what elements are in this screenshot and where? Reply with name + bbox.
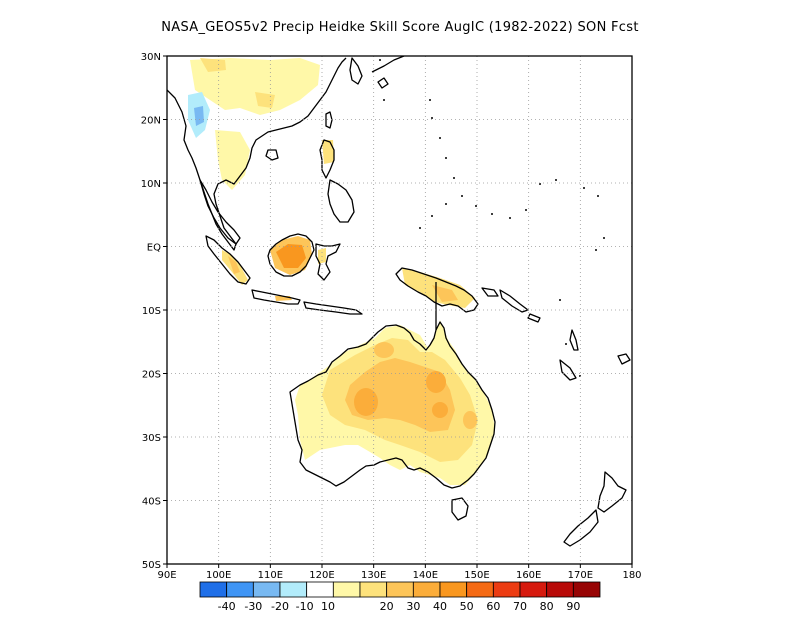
- lat-tick-label: 30S: [142, 433, 161, 444]
- coast-australia: [289, 321, 496, 489]
- colorbar-label: -40: [218, 600, 236, 613]
- coast-borneo: [267, 233, 315, 277]
- colorbar-label: 20: [380, 600, 394, 613]
- colorbar-label: 90: [566, 600, 580, 613]
- map-title: NASA_GEOS5v2 Precip Heidke Skill Score A…: [161, 20, 639, 35]
- coast-philippines-luzon: [319, 139, 335, 179]
- lat-tick-label: 20S: [142, 370, 161, 381]
- coast-malay-peninsula: [199, 179, 241, 245]
- colorbar-swatch: [519, 581, 548, 598]
- colorbar-swatch: [492, 581, 521, 598]
- shade-borneo-high: [276, 244, 306, 268]
- lat-tick-label: 40S: [142, 497, 161, 508]
- coast-solomon: [499, 289, 529, 313]
- lon-tick-label: 140E: [413, 570, 438, 581]
- colorbar-swatch: [226, 581, 254, 598]
- coast-korea: [349, 57, 363, 85]
- coast-tasmania: [451, 497, 469, 521]
- shade-australia-peak-east2: [432, 402, 448, 418]
- lon-tick-label: 170E: [568, 570, 593, 581]
- lon-tick-label: 110E: [258, 570, 283, 581]
- lon-tick-label: 100E: [206, 570, 231, 581]
- coast-new-caledonia: [559, 359, 577, 381]
- coast-taiwan: [325, 111, 333, 129]
- coast-hainan: [265, 149, 279, 161]
- coast-fiji: [617, 353, 631, 365]
- colorbar-swatch: [466, 581, 494, 598]
- coast-lesser-sunda: [303, 301, 363, 315]
- colorbar-label: 10: [321, 600, 335, 613]
- grid-lines: [167, 56, 632, 564]
- coast-java: [251, 289, 301, 305]
- lon-tick-label: 150E: [464, 570, 489, 581]
- lat-tick-label: 10N: [141, 179, 161, 190]
- colorbar-label: 70: [513, 600, 527, 613]
- colorbar-swatch: [252, 581, 281, 598]
- colorbar-swatch: [412, 581, 441, 598]
- colorbar: [199, 581, 601, 598]
- colorbar-swatch: [332, 581, 361, 598]
- coast-new-britain: [481, 287, 499, 297]
- coast-sulawesi: [315, 243, 341, 281]
- colorbar-swatch: [572, 581, 601, 598]
- coast-vanuatu: [569, 329, 579, 351]
- coast-japan: [371, 56, 405, 73]
- coast-new-zealand-south: [563, 509, 599, 547]
- coast-philippines-south: [327, 179, 355, 223]
- colorbar-label: -30: [244, 600, 262, 613]
- colorbar-swatch: [546, 581, 574, 598]
- lat-tick-label: EQ: [147, 243, 161, 254]
- colorbar-label: 60: [486, 600, 500, 613]
- colorbar-swatch: [279, 581, 308, 598]
- lon-tick-label: 160E: [516, 570, 541, 581]
- colorbar-label: -10: [296, 600, 314, 613]
- lat-tick-label: 20N: [141, 116, 161, 127]
- lon-tick-label: 120E: [309, 570, 334, 581]
- lon-tick-label: 90E: [157, 570, 176, 581]
- colorbar-label: 30: [406, 600, 420, 613]
- coast-sumatra: [205, 235, 251, 285]
- shade-australia-peak-east: [426, 371, 446, 393]
- small-islands: [379, 59, 605, 377]
- colorbar-labels: -40 -30 -20 -10 10 20 30 40 50 60 70 80 90: [218, 600, 581, 613]
- coast-asia-mainland: [167, 57, 347, 251]
- coast-new-zealand-north: [597, 471, 627, 513]
- colorbar-swatch: [306, 581, 334, 598]
- lat-tick-label: 30N: [141, 52, 161, 63]
- colorbar-label: -20: [271, 600, 289, 613]
- colorbar-label: 80: [540, 600, 554, 613]
- shade-south-china: [190, 58, 320, 115]
- lon-tick-label: 130E: [361, 570, 386, 581]
- shade-australia-peak-west: [354, 388, 378, 416]
- skill-shading: [188, 58, 495, 485]
- colorbar-swatch: [439, 581, 468, 598]
- coast-new-guinea: [395, 267, 479, 313]
- colorbar-label: 40: [433, 600, 447, 613]
- colorbar-swatch: [199, 581, 228, 598]
- lat-tick-labels: 30N 20N 10N EQ 10S 20S 30S 40S 50S: [141, 52, 167, 571]
- lon-tick-labels: 90E 100E 110E 120E 130E 140E 150E 160E 170E 180: [157, 564, 642, 581]
- lat-tick-label: 10S: [142, 306, 161, 317]
- coastlines: [167, 56, 631, 547]
- colorbar-swatch: [386, 581, 414, 598]
- colorbar-swatch: [359, 581, 388, 598]
- lon-tick-label: 180: [622, 570, 641, 581]
- colorbar-label: 50: [460, 600, 474, 613]
- lat-tick-label: 50S: [142, 560, 161, 571]
